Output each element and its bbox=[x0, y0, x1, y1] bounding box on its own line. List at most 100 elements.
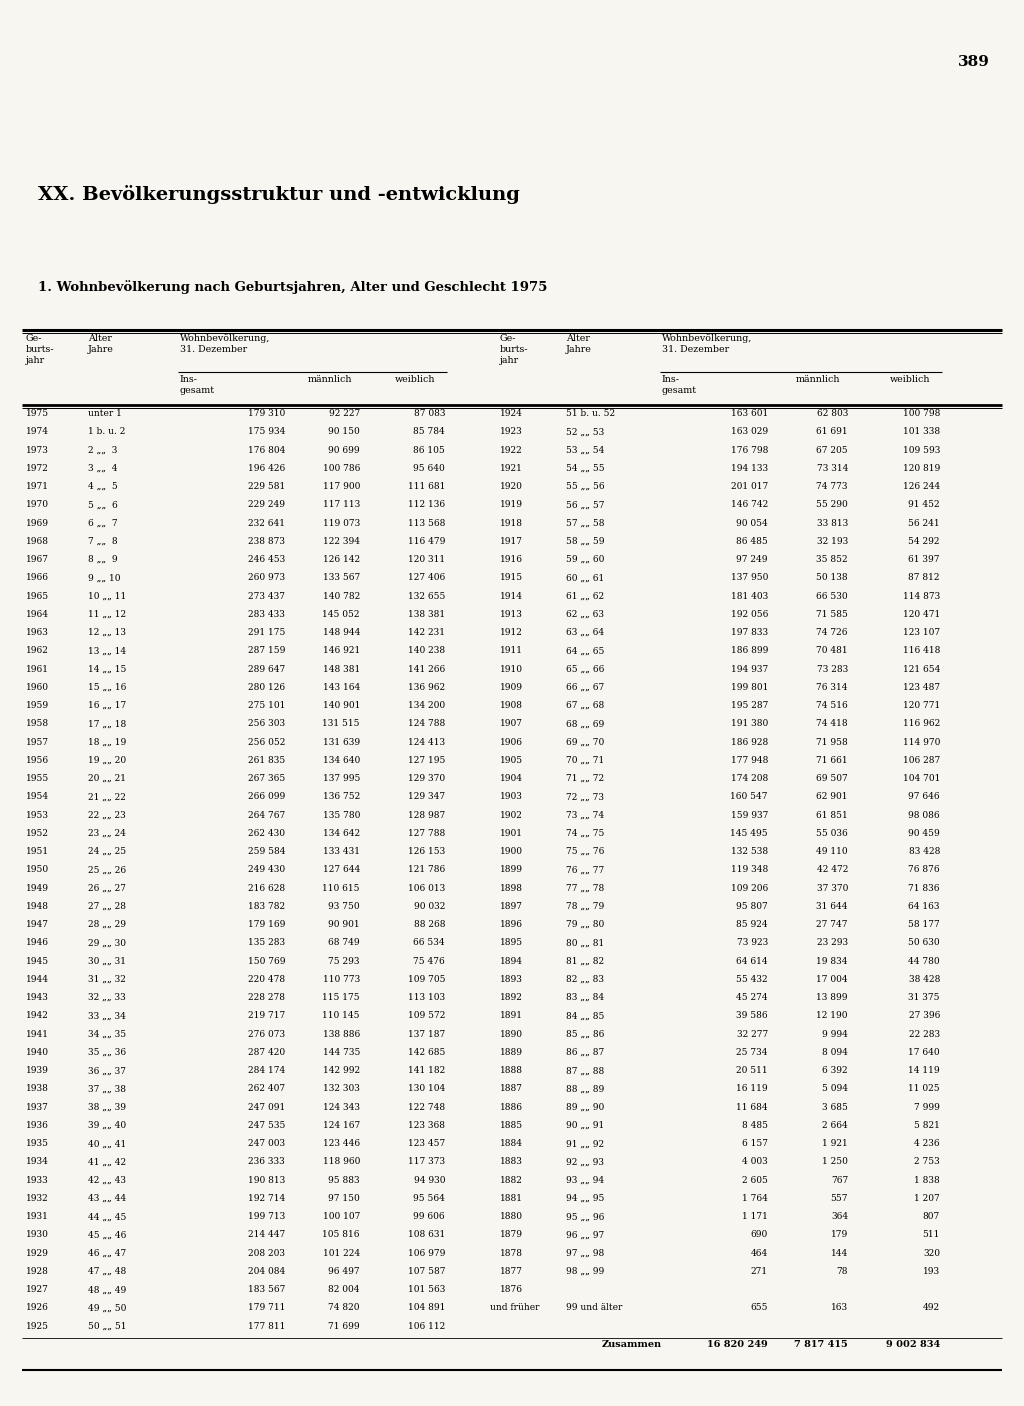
Text: 50 „„ 51: 50 „„ 51 bbox=[88, 1322, 127, 1330]
Text: 26 „„ 27: 26 „„ 27 bbox=[88, 883, 126, 893]
Text: 86 „„ 87: 86 „„ 87 bbox=[566, 1047, 604, 1057]
Text: Wohnbevölkerung,
31. Dezember: Wohnbevölkerung, 31. Dezember bbox=[180, 335, 270, 354]
Text: 109 206: 109 206 bbox=[731, 883, 768, 893]
Text: 43 „„ 44: 43 „„ 44 bbox=[88, 1194, 126, 1204]
Text: 256 303: 256 303 bbox=[248, 720, 285, 728]
Text: 71 585: 71 585 bbox=[816, 610, 848, 619]
Text: 62 „„ 63: 62 „„ 63 bbox=[566, 610, 604, 619]
Text: 132 538: 132 538 bbox=[731, 848, 768, 856]
Text: 133 567: 133 567 bbox=[323, 574, 360, 582]
Text: 39 586: 39 586 bbox=[736, 1011, 768, 1021]
Text: 1968: 1968 bbox=[26, 537, 49, 546]
Text: 86 105: 86 105 bbox=[414, 446, 445, 454]
Text: 98 086: 98 086 bbox=[908, 811, 940, 820]
Text: 101 563: 101 563 bbox=[408, 1285, 445, 1295]
Text: 62 803: 62 803 bbox=[816, 409, 848, 418]
Text: 107 587: 107 587 bbox=[408, 1267, 445, 1277]
Text: 67 „„ 68: 67 „„ 68 bbox=[566, 702, 604, 710]
Text: 140 901: 140 901 bbox=[323, 702, 360, 710]
Text: 67 205: 67 205 bbox=[816, 446, 848, 454]
Text: 192 056: 192 056 bbox=[731, 610, 768, 619]
Text: 45 „„ 46: 45 „„ 46 bbox=[88, 1230, 126, 1240]
Text: 2 „„  3: 2 „„ 3 bbox=[88, 446, 118, 454]
Text: 80 „„ 81: 80 „„ 81 bbox=[566, 938, 604, 948]
Text: 69 507: 69 507 bbox=[816, 775, 848, 783]
Text: XX. Bevölkerungsstruktur und -entwicklung: XX. Bevölkerungsstruktur und -entwicklun… bbox=[38, 186, 520, 204]
Text: 75 476: 75 476 bbox=[414, 956, 445, 966]
Text: 138 886: 138 886 bbox=[323, 1029, 360, 1039]
Text: 1881: 1881 bbox=[500, 1194, 523, 1204]
Text: 126 142: 126 142 bbox=[323, 555, 360, 564]
Text: 186 928: 186 928 bbox=[731, 738, 768, 747]
Text: 1900: 1900 bbox=[500, 848, 523, 856]
Text: 159 937: 159 937 bbox=[731, 811, 768, 820]
Text: 17 „„ 18: 17 „„ 18 bbox=[88, 720, 126, 728]
Text: 124 167: 124 167 bbox=[323, 1121, 360, 1130]
Text: 58 „„ 59: 58 „„ 59 bbox=[566, 537, 604, 546]
Text: 1917: 1917 bbox=[500, 537, 523, 546]
Text: 93 750: 93 750 bbox=[329, 901, 360, 911]
Text: 1898: 1898 bbox=[500, 883, 523, 893]
Text: 64 163: 64 163 bbox=[908, 901, 940, 911]
Text: 114 970: 114 970 bbox=[902, 738, 940, 747]
Text: 50 630: 50 630 bbox=[908, 938, 940, 948]
Text: 1915: 1915 bbox=[500, 574, 523, 582]
Text: 44 „„ 45: 44 „„ 45 bbox=[88, 1212, 126, 1222]
Text: 18 „„ 19: 18 „„ 19 bbox=[88, 738, 126, 747]
Text: 50 138: 50 138 bbox=[816, 574, 848, 582]
Text: 6 157: 6 157 bbox=[742, 1139, 768, 1149]
Text: 71 958: 71 958 bbox=[816, 738, 848, 747]
Text: 78: 78 bbox=[837, 1267, 848, 1277]
Text: 1966: 1966 bbox=[26, 574, 49, 582]
Text: 116 962: 116 962 bbox=[903, 720, 940, 728]
Text: 690: 690 bbox=[751, 1230, 768, 1240]
Text: 20 „„ 21: 20 „„ 21 bbox=[88, 775, 126, 783]
Text: 83 „„ 84: 83 „„ 84 bbox=[566, 993, 604, 1002]
Text: 1960: 1960 bbox=[26, 683, 49, 692]
Text: 1940: 1940 bbox=[26, 1047, 49, 1057]
Text: 76 314: 76 314 bbox=[816, 683, 848, 692]
Text: 20 511: 20 511 bbox=[736, 1066, 768, 1076]
Text: 193: 193 bbox=[923, 1267, 940, 1277]
Text: 34 „„ 35: 34 „„ 35 bbox=[88, 1029, 126, 1039]
Text: 229 581: 229 581 bbox=[248, 482, 285, 491]
Text: Wohnbevölkerung,
31. Dezember: Wohnbevölkerung, 31. Dezember bbox=[662, 335, 753, 354]
Text: 192 714: 192 714 bbox=[248, 1194, 285, 1204]
Text: 113 568: 113 568 bbox=[408, 519, 445, 527]
Text: 7 „„  8: 7 „„ 8 bbox=[88, 537, 118, 546]
Text: 767: 767 bbox=[830, 1175, 848, 1185]
Text: 1927: 1927 bbox=[26, 1285, 49, 1295]
Text: 1 b. u. 2: 1 b. u. 2 bbox=[88, 427, 125, 436]
Text: 74 726: 74 726 bbox=[816, 628, 848, 637]
Text: 1892: 1892 bbox=[500, 993, 523, 1002]
Text: 30 „„ 31: 30 „„ 31 bbox=[88, 956, 126, 966]
Text: 28 „„ 29: 28 „„ 29 bbox=[88, 920, 126, 929]
Text: 81 „„ 82: 81 „„ 82 bbox=[566, 956, 604, 966]
Text: 115 175: 115 175 bbox=[323, 993, 360, 1002]
Text: 492: 492 bbox=[923, 1303, 940, 1312]
Text: 176 798: 176 798 bbox=[731, 446, 768, 454]
Text: 25 „„ 26: 25 „„ 26 bbox=[88, 865, 126, 875]
Text: 93 „„ 94: 93 „„ 94 bbox=[566, 1175, 604, 1185]
Text: 13 899: 13 899 bbox=[816, 993, 848, 1002]
Text: 267 365: 267 365 bbox=[248, 775, 285, 783]
Text: 208 203: 208 203 bbox=[248, 1249, 285, 1258]
Text: 1963: 1963 bbox=[26, 628, 49, 637]
Text: 1948: 1948 bbox=[26, 901, 49, 911]
Text: 220 478: 220 478 bbox=[248, 974, 285, 984]
Text: 1959: 1959 bbox=[26, 702, 49, 710]
Text: 16 119: 16 119 bbox=[736, 1084, 768, 1094]
Text: 1 207: 1 207 bbox=[914, 1194, 940, 1204]
Text: 54 „„ 55: 54 „„ 55 bbox=[566, 464, 604, 472]
Text: 32 193: 32 193 bbox=[817, 537, 848, 546]
Text: 106 013: 106 013 bbox=[408, 883, 445, 893]
Text: 177 948: 177 948 bbox=[731, 756, 768, 765]
Text: 141 266: 141 266 bbox=[408, 665, 445, 673]
Text: 126 244: 126 244 bbox=[903, 482, 940, 491]
Text: 90 „„ 91: 90 „„ 91 bbox=[566, 1121, 604, 1130]
Text: 35 „„ 36: 35 „„ 36 bbox=[88, 1047, 126, 1057]
Text: 1919: 1919 bbox=[500, 501, 523, 509]
Text: 1888: 1888 bbox=[500, 1066, 523, 1076]
Text: 143 164: 143 164 bbox=[323, 683, 360, 692]
Text: 141 182: 141 182 bbox=[408, 1066, 445, 1076]
